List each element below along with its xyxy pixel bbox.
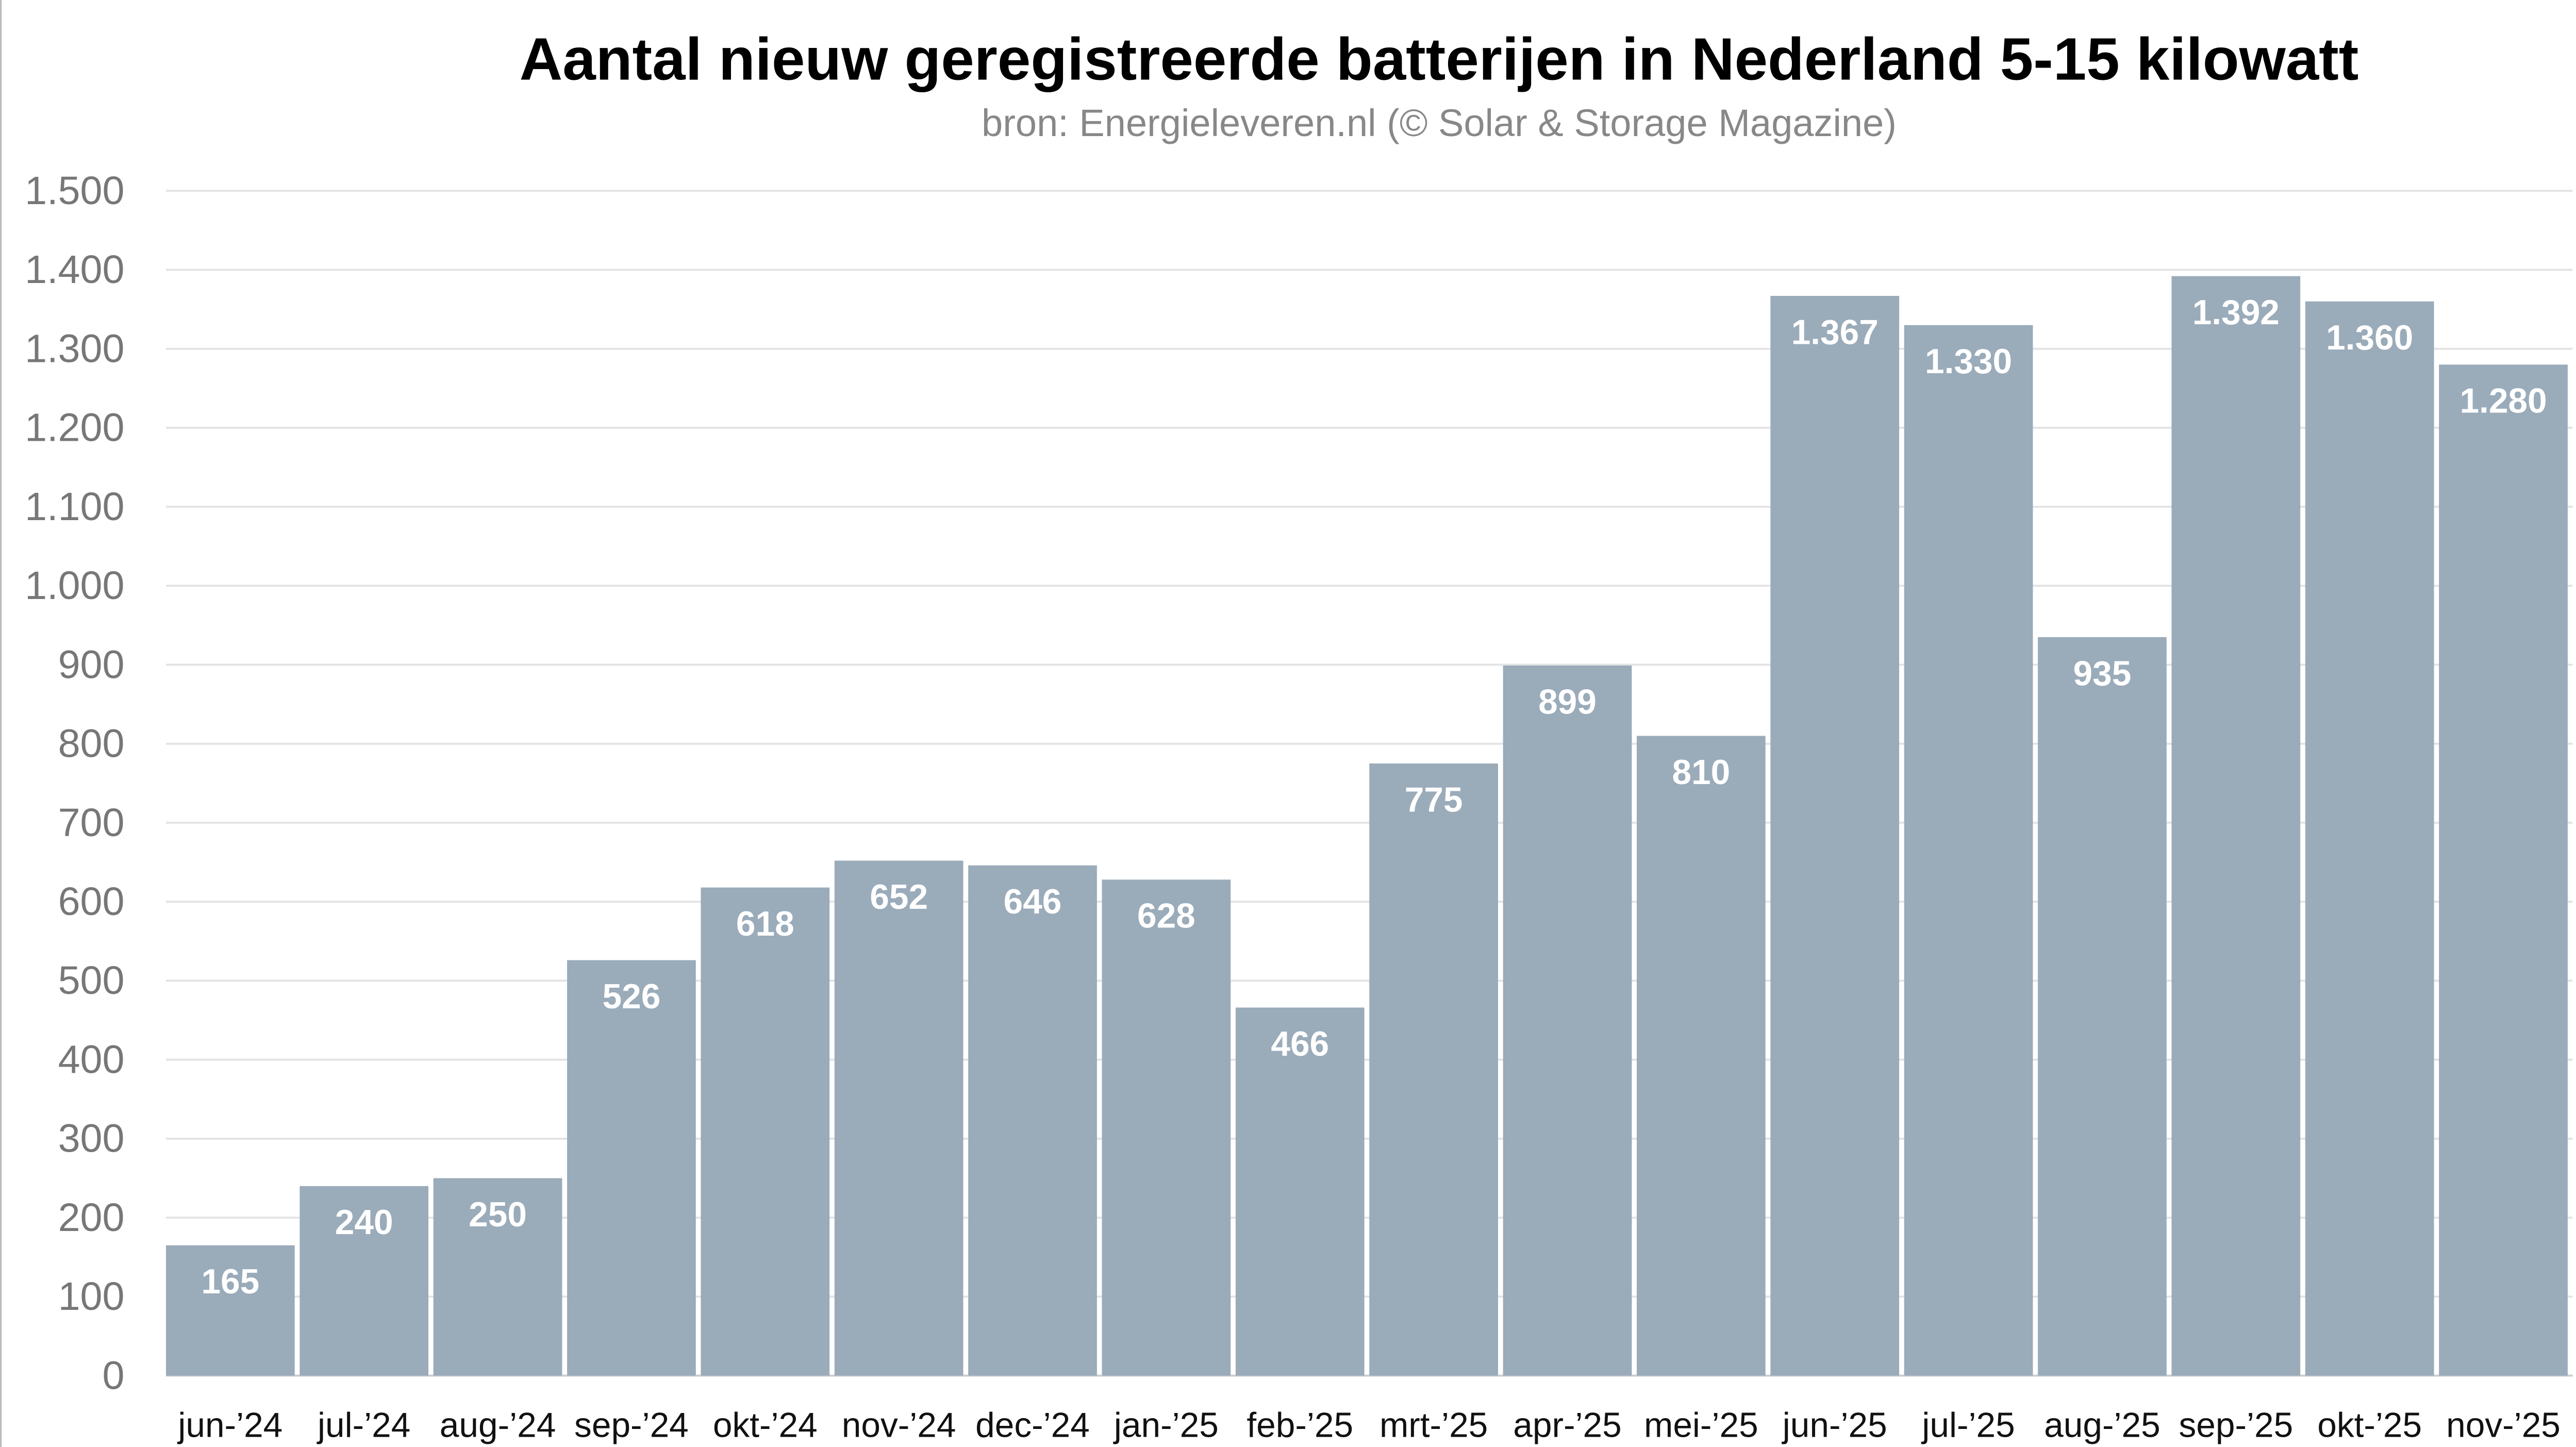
x-tick-label: sep-’24 — [574, 1406, 689, 1445]
x-tick-label: mei-’25 — [1644, 1406, 1758, 1445]
x-tick-label: jul-’24 — [317, 1406, 410, 1445]
x-tick-label: feb-’25 — [1247, 1406, 1353, 1445]
bar — [1102, 879, 1231, 1376]
chart-title: Aantal nieuw geregistreerde batterijen i… — [520, 26, 2359, 93]
bars: 165 240 250 526 618 652 646 628 466 775 899 810 1.36… — [165, 276, 2568, 1376]
data-label: 240 — [335, 1203, 393, 1242]
x-tick-label: aug-’24 — [440, 1406, 556, 1445]
y-tick-label: 900 — [58, 642, 125, 687]
bar — [2439, 364, 2568, 1376]
x-tick-label: dec-’24 — [975, 1406, 1090, 1445]
data-label: 1.367 — [1791, 313, 1879, 352]
bar — [1904, 325, 2033, 1376]
x-tick-label: okt-’24 — [713, 1406, 818, 1445]
data-label: 646 — [1004, 883, 1062, 921]
data-label: 250 — [469, 1195, 527, 1234]
data-label: 526 — [603, 977, 661, 1016]
y-tick-label: 300 — [58, 1117, 125, 1161]
y-tick-label: 1.300 — [25, 326, 124, 371]
data-label: 466 — [1271, 1025, 1329, 1063]
bar — [433, 1178, 562, 1376]
bar — [968, 865, 1097, 1376]
y-tick-label: 700 — [58, 801, 125, 845]
y-tick-label: 100 — [58, 1274, 125, 1319]
data-label: 652 — [870, 878, 928, 917]
data-label: 775 — [1405, 780, 1463, 819]
x-tick-label: sep-’25 — [2179, 1406, 2293, 1445]
y-tick-label: 1.100 — [25, 485, 124, 529]
chart-subtitle: bron: Energieleveren.nl (© Solar & Stora… — [982, 102, 1897, 144]
bar — [1503, 666, 1632, 1376]
bar — [701, 887, 830, 1376]
y-tick-label: 1.500 — [25, 169, 124, 213]
x-tick-label: jan-’25 — [1113, 1406, 1219, 1445]
y-tick-label: 1.000 — [25, 563, 124, 608]
x-tick-label: nov-’24 — [842, 1406, 956, 1445]
bar — [1369, 763, 1498, 1376]
y-tick-label: 400 — [58, 1037, 125, 1082]
data-label: 1.280 — [2459, 382, 2547, 421]
data-label: 935 — [2073, 654, 2132, 693]
y-axis: 0 100 200 300 400 500 600 700 800 900 1.000 1.100 1.… — [25, 169, 124, 1398]
x-tick-label: jul-’25 — [1921, 1406, 2015, 1445]
bar — [834, 860, 963, 1376]
y-tick-label: 1.400 — [25, 247, 124, 292]
bar — [1770, 295, 1900, 1376]
data-label: 899 — [1538, 683, 1597, 721]
data-label: 1.360 — [2326, 319, 2413, 357]
y-tick-label: 500 — [58, 958, 125, 1003]
bar — [567, 960, 696, 1376]
data-label: 165 — [201, 1262, 259, 1301]
data-label: 810 — [1672, 753, 1730, 792]
x-tick-label: apr-’25 — [1513, 1406, 1621, 1445]
x-tick-label: mrt-’25 — [1380, 1406, 1488, 1445]
data-label: 1.330 — [1925, 342, 2012, 381]
bar — [1636, 736, 1766, 1376]
y-tick-label: 0 — [103, 1353, 125, 1398]
bar — [2305, 301, 2434, 1376]
data-label: 628 — [1137, 897, 1195, 936]
bar — [165, 1245, 295, 1376]
x-tick-label: jun-’25 — [1782, 1406, 1887, 1445]
x-tick-label: aug-’25 — [2044, 1406, 2160, 1445]
x-tick-label: okt-’25 — [2317, 1406, 2422, 1445]
y-tick-label: 800 — [58, 722, 125, 766]
bar — [300, 1186, 429, 1376]
x-tick-label: nov-’25 — [2446, 1406, 2561, 1445]
x-tick-label: jun-’24 — [177, 1406, 282, 1445]
bar — [1235, 1007, 1365, 1376]
data-label: 618 — [736, 905, 794, 943]
y-tick-label: 200 — [58, 1195, 125, 1240]
bar — [2171, 276, 2301, 1376]
y-tick-label: 1.200 — [25, 406, 124, 450]
x-axis: jun-’24 jul-’24 aug-’24 sep-’24 okt-’24 nov-’… — [177, 1406, 2561, 1445]
data-label: 1.392 — [2192, 293, 2280, 332]
y-tick-label: 600 — [58, 879, 125, 924]
bar — [2038, 637, 2167, 1376]
